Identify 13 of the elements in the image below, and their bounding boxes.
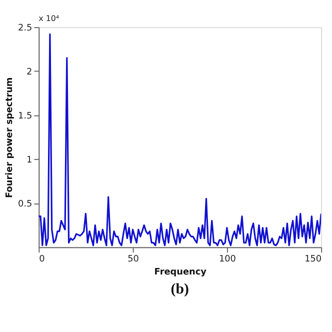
text: x 10⁴ [38,14,60,24]
y-tick-label: 1.5 [18,112,32,122]
x-tick-label: 50 [128,254,140,264]
x-tick-label: 100 [218,254,236,264]
x-axis-title: Frequency [154,267,207,278]
y-tick-label: 2 [26,68,32,78]
text: (b) [170,282,189,298]
x-tick-label: 150 [304,254,322,264]
y-axis-title: Fourier power spectrum [5,77,16,198]
x-tick-label: 0 [39,254,46,264]
y-tick-label: 1 [26,156,32,166]
y-tick-label: 0.5 [18,200,32,210]
y-tick-label: 2.5 [18,24,32,34]
